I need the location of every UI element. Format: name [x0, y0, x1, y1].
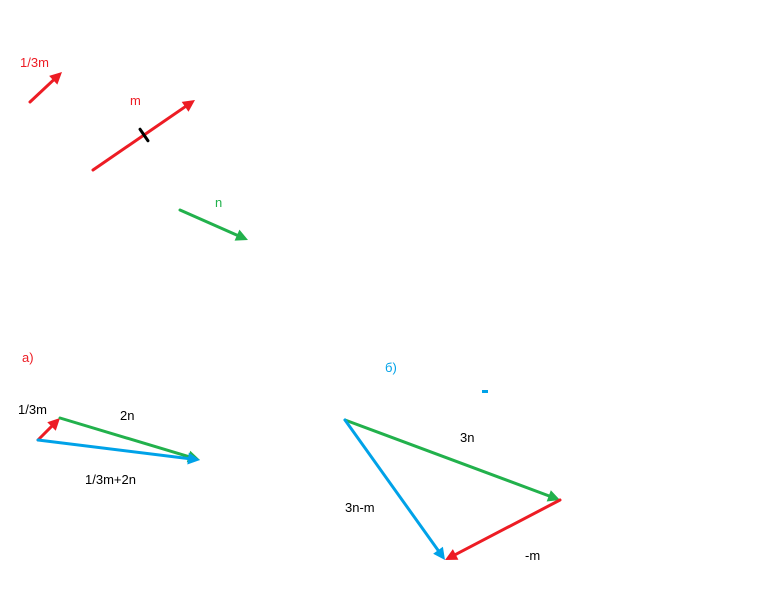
vector-diagram — [0, 0, 768, 614]
b-diff — [345, 420, 441, 554]
b-diff-head — [433, 547, 445, 560]
v-m-head — [182, 100, 195, 112]
lbl-n: n — [215, 195, 222, 210]
b-3n — [345, 420, 553, 497]
v-m — [93, 104, 189, 170]
lbl-b3n: 3n — [460, 430, 474, 445]
lbl-bdiff: 3n-m — [345, 500, 375, 515]
lbl-asum: 1/3m+2n — [85, 472, 136, 487]
lbl-bmneg: -m — [525, 548, 540, 563]
lbl-b: б) — [385, 360, 397, 375]
lbl-a13m: 1/3m — [18, 402, 47, 417]
lbl-a: а) — [22, 350, 34, 365]
lbl-13m-top: 1/3m — [20, 55, 49, 70]
v-n — [180, 210, 241, 237]
lbl-a2n: 2n — [120, 408, 134, 423]
b-mneg — [451, 500, 560, 557]
v-13m-top — [30, 77, 57, 102]
stray-dash — [482, 390, 488, 393]
lbl-m: m — [130, 93, 141, 108]
v-m-tick — [140, 129, 148, 141]
